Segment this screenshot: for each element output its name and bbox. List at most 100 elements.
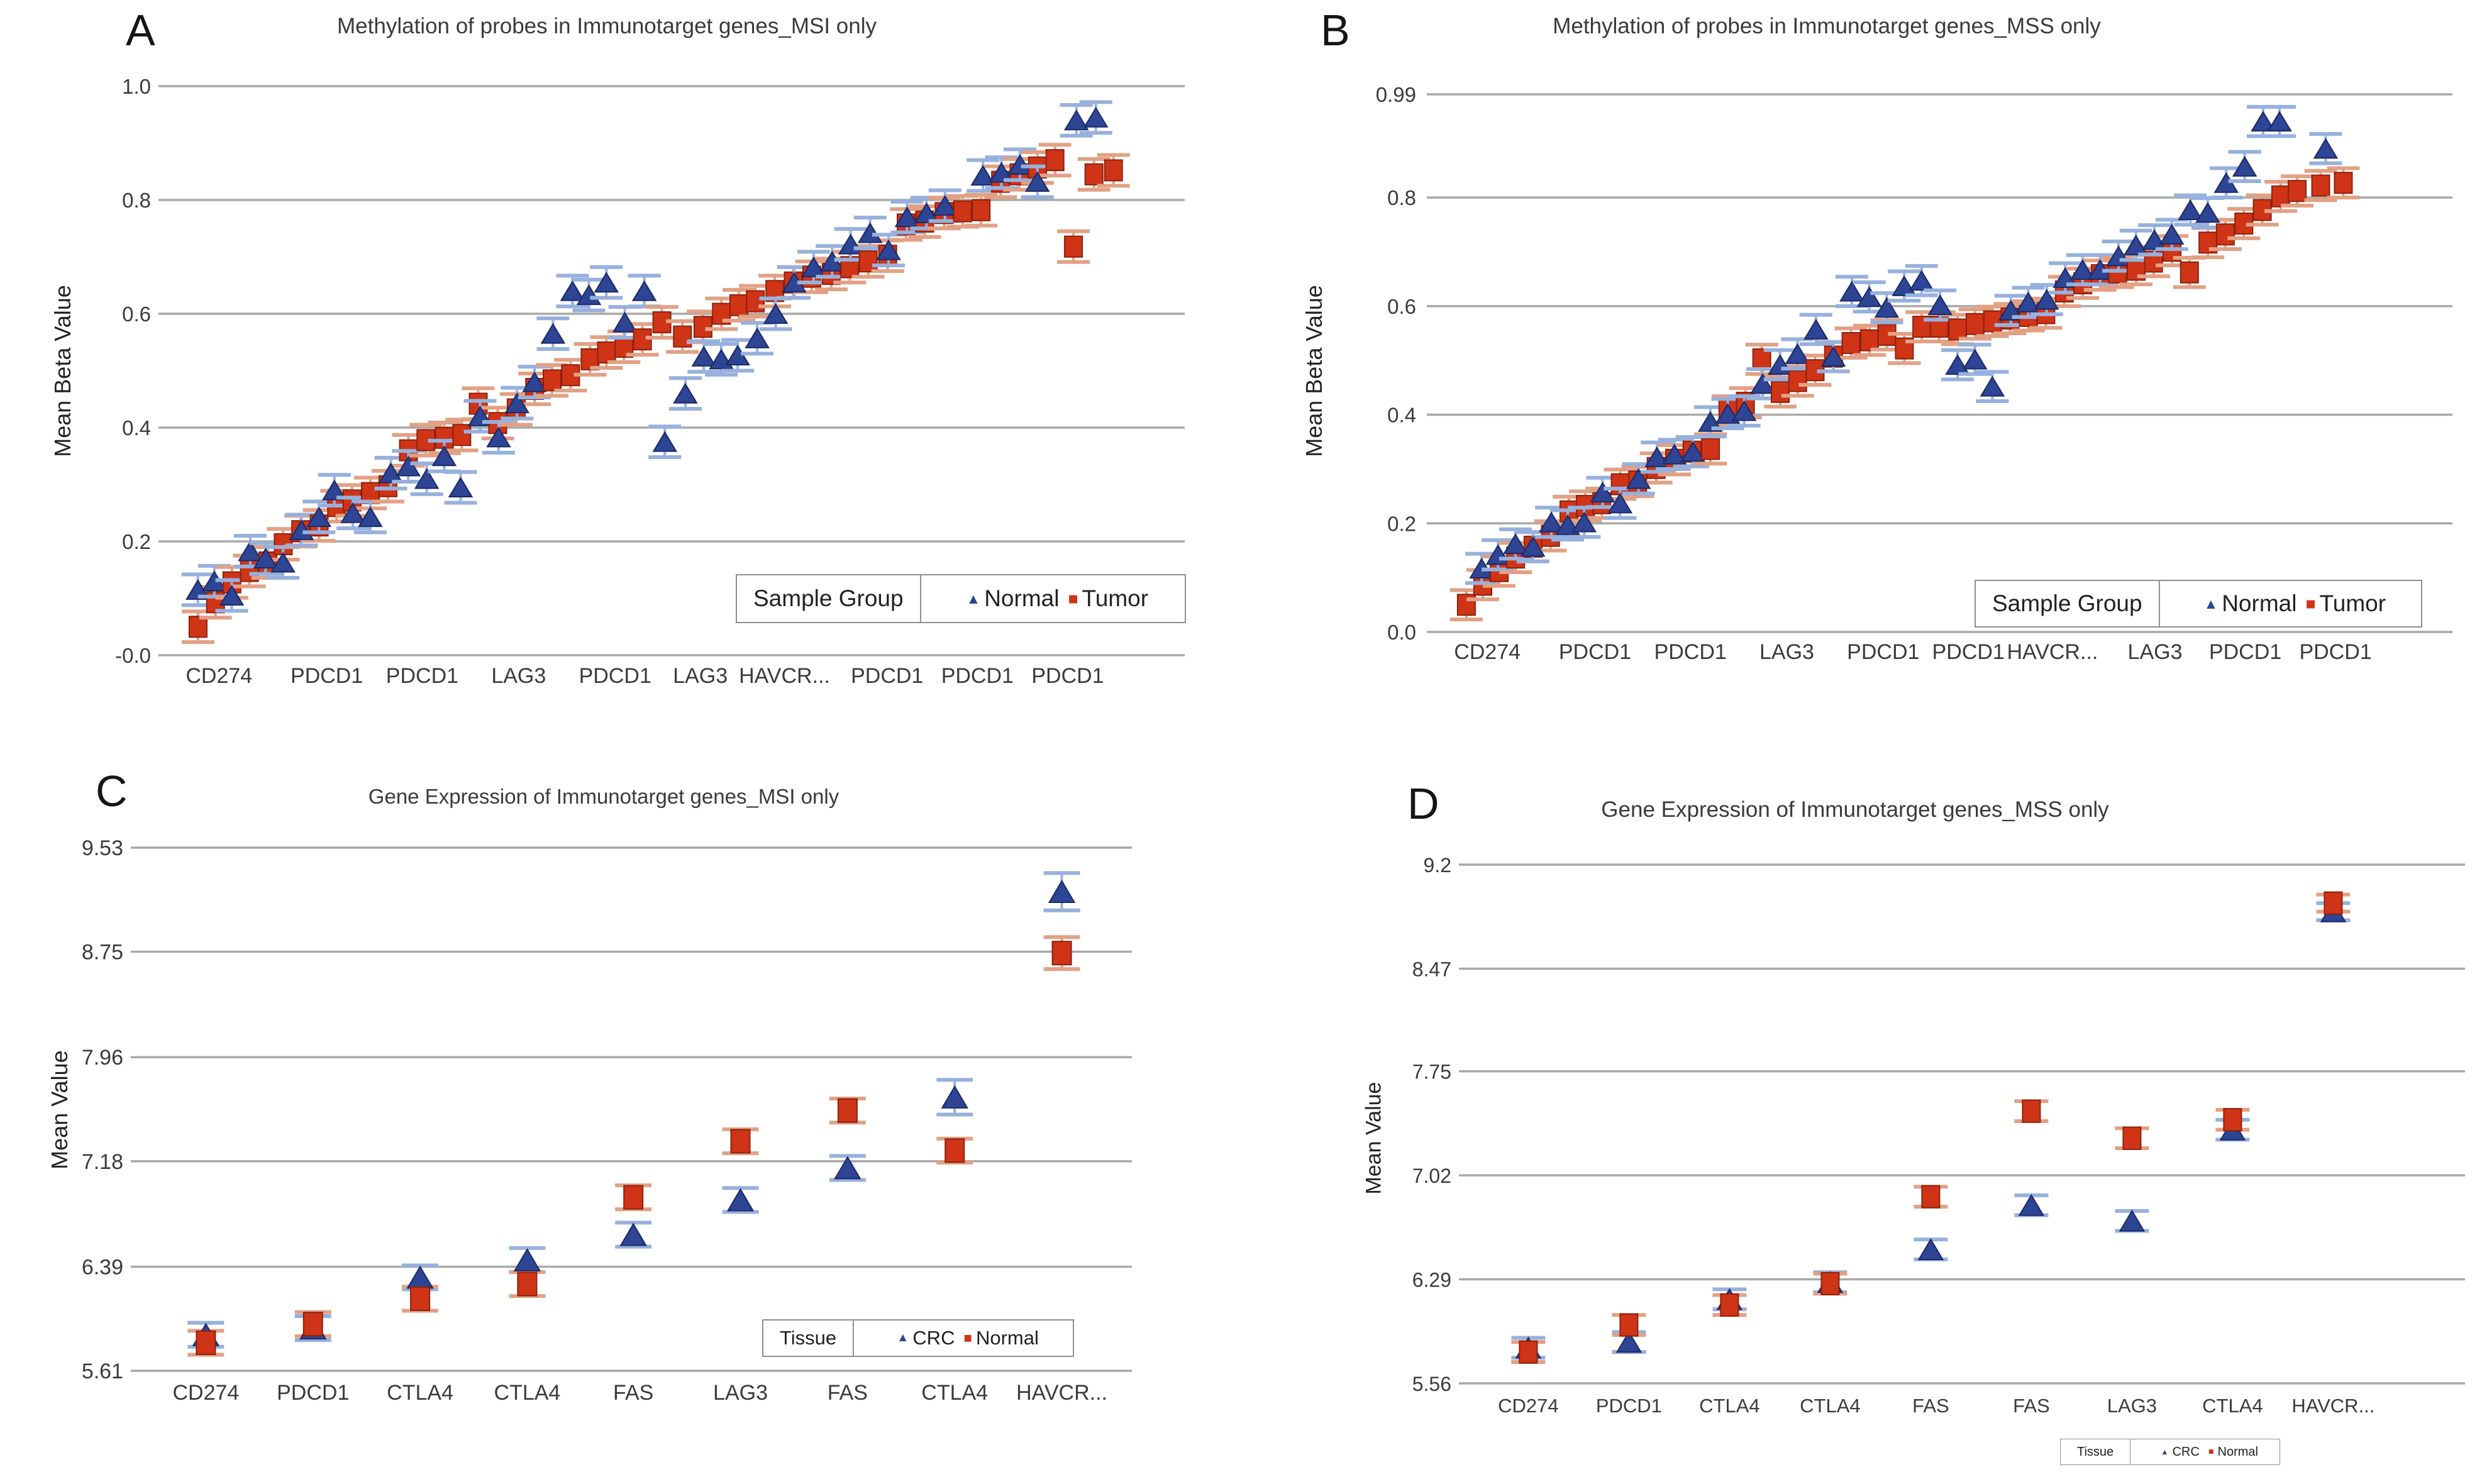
- normal-triangle-marker: [1680, 441, 1705, 462]
- y-tick-label: 6.29: [1412, 1269, 1451, 1292]
- tumor-square-marker: [302, 1312, 323, 1337]
- tumor-square-marker: [1619, 1313, 1639, 1337]
- x-tick-label: PDCD1: [941, 664, 1014, 688]
- panel-a-letter: A: [126, 6, 156, 55]
- tumor-square-marker: [837, 1098, 858, 1123]
- normal-triangle-marker: [540, 323, 566, 344]
- legend-crc-triangle-icon: ▲: [2161, 1448, 2169, 1456]
- y-tick-label: 0.8: [122, 189, 151, 212]
- legend-normal-square-icon: ■: [2208, 1447, 2214, 1457]
- tumor-square-marker: [1921, 1185, 1941, 1209]
- tumor-square-marker: [597, 341, 616, 364]
- tumor-square-marker: [1064, 235, 1083, 258]
- normal-triangle-marker: [763, 303, 789, 324]
- legend-normal-label: Normal: [984, 585, 1060, 611]
- tumor-square-marker: [1045, 149, 1065, 172]
- normal-triangle-marker: [1590, 482, 1615, 503]
- tumor-square-marker: [1051, 941, 1072, 966]
- legend-entries: ▲ Normal ■ Tumor: [921, 575, 1185, 622]
- x-tick-label: CTLA4: [2202, 1395, 2263, 1417]
- tumor-square-marker: [623, 1185, 644, 1210]
- legend-normal-square-icon: ■: [963, 1330, 972, 1346]
- tumor-square-marker: [2223, 1108, 2242, 1132]
- normal-triangle-marker: [1083, 106, 1109, 128]
- x-tick-label: PDCD1: [1654, 640, 1727, 664]
- normal-triangle-marker: [2070, 259, 2095, 280]
- legend-title: Tissue: [2061, 1439, 2131, 1465]
- normal-triangle-marker: [745, 327, 770, 348]
- normal-triangle-marker: [1820, 346, 1846, 367]
- tumor-square-marker: [945, 1138, 965, 1163]
- normal-triangle-marker: [1874, 297, 1900, 318]
- tumor-square-marker: [1983, 310, 2002, 333]
- x-tick-label: FAS: [2013, 1395, 2050, 1417]
- x-tick-label: CTLA4: [1699, 1395, 1759, 1417]
- normal-triangle-marker: [1626, 468, 1651, 489]
- normal-triangle-marker: [619, 1222, 647, 1246]
- normal-triangle-marker: [2313, 138, 2339, 159]
- x-tick-label: FAS: [613, 1381, 653, 1405]
- normal-triangle-marker: [2015, 291, 2041, 313]
- y-tick-label: 5.56: [1412, 1373, 1451, 1395]
- normal-triangle-marker: [2123, 235, 2149, 256]
- tumor-square-marker: [2334, 172, 2353, 194]
- x-tick-label: PDCD1: [2299, 640, 2371, 664]
- normal-triangle-marker: [1571, 511, 1597, 533]
- panel-d-letter: D: [1407, 779, 1440, 828]
- panel-c-legend: Tissue ▲ CRC ■ Normal: [762, 1319, 1074, 1357]
- tumor-square-marker: [196, 1330, 216, 1355]
- panel-b-legend: Sample Group ▲ Normal ■ Tumor: [1975, 580, 2422, 628]
- tumor-square-marker: [2180, 261, 2199, 284]
- x-tick-label: HAVCR...: [739, 664, 830, 688]
- normal-triangle-marker: [560, 280, 585, 301]
- legend-normal-triangle-icon: ▲: [2203, 595, 2219, 612]
- panel-d-title: Gene Expression of Immunotarget genes_MS…: [1601, 797, 2109, 822]
- normal-triangle-marker: [989, 162, 1014, 183]
- normal-triangle-marker: [2159, 223, 2185, 245]
- normal-triangle-marker: [1909, 270, 1934, 291]
- y-tick-label: 0.8: [1387, 186, 1416, 209]
- y-tick-label: 5.61: [82, 1359, 123, 1383]
- normal-triangle-marker: [270, 551, 296, 573]
- x-tick-label: CD274: [1498, 1395, 1559, 1417]
- x-tick-label: CD274: [172, 1381, 239, 1405]
- x-tick-label: CTLA4: [494, 1381, 561, 1405]
- y-tick-label: 7.96: [82, 1046, 123, 1070]
- x-tick-label: PDCD1: [851, 664, 923, 688]
- tumor-square-marker: [1720, 1293, 1739, 1317]
- normal-triangle-marker: [378, 462, 404, 484]
- panel-a-legend: Sample Group ▲ Normal ■ Tumor: [736, 574, 1186, 623]
- y-tick-label: 7.02: [1412, 1165, 1451, 1187]
- tumor-square-marker: [2122, 1126, 2142, 1150]
- y-tick-label: 0.4: [122, 416, 151, 440]
- x-tick-label: CD274: [1454, 640, 1521, 664]
- x-tick-label: FAS: [1912, 1395, 1949, 1417]
- normal-triangle-marker: [2267, 111, 2292, 132]
- tumor-square-marker: [1519, 1340, 1538, 1364]
- y-tick-label: 0.4: [1387, 404, 1416, 427]
- normal-triangle-marker: [1048, 880, 1076, 904]
- normal-triangle-marker: [396, 455, 421, 477]
- tumor-square-marker: [2271, 185, 2290, 208]
- normal-triangle-marker: [631, 280, 657, 301]
- normal-triangle-marker: [1750, 373, 1775, 394]
- normal-triangle-marker: [673, 382, 698, 404]
- legend-normal-label: Normal: [975, 1327, 1039, 1349]
- y-tick-label: 6.39: [82, 1255, 123, 1279]
- y-tick-label: -0.0: [115, 644, 151, 667]
- normal-triangle-marker: [941, 1085, 968, 1109]
- tumor-square-marker: [410, 1286, 431, 1311]
- y-tick-label: 9.53: [82, 836, 123, 860]
- tumor-square-marker: [972, 199, 991, 221]
- x-tick-label: PDCD1: [1932, 640, 2005, 664]
- normal-triangle-marker: [801, 256, 826, 277]
- legend-entries: ▲ Normal ■ Tumor: [2160, 581, 2421, 626]
- y-tick-label: 7.18: [82, 1150, 123, 1174]
- normal-triangle-marker: [1024, 171, 1050, 192]
- y-tick-label: 0.2: [1387, 512, 1416, 535]
- normal-triangle-marker: [340, 502, 365, 523]
- y-tick-label: 0.0: [1387, 621, 1416, 644]
- normal-triangle-marker: [1539, 511, 1564, 533]
- tumor-square-marker: [693, 316, 712, 338]
